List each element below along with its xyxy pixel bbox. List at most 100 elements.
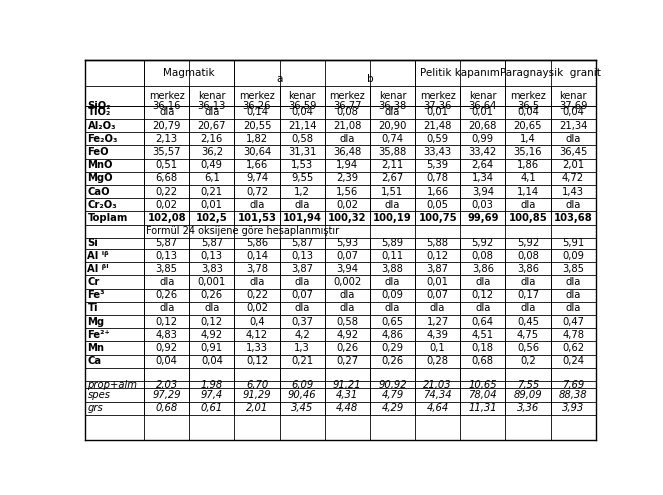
Text: 0,18: 0,18 [472, 343, 494, 353]
Text: Fe₂O₃: Fe₂O₃ [88, 134, 118, 144]
Text: b: b [367, 74, 373, 84]
Text: 0,78: 0,78 [426, 173, 449, 184]
Text: 0,58: 0,58 [291, 134, 313, 144]
Text: 5,39: 5,39 [426, 160, 449, 170]
Text: 91,21: 91,21 [333, 380, 361, 390]
Text: 3,86: 3,86 [517, 264, 539, 274]
Text: dla: dla [249, 200, 265, 210]
Text: 0,64: 0,64 [472, 317, 494, 327]
Text: dla: dla [520, 200, 536, 210]
Text: dla: dla [566, 303, 581, 313]
Text: dla: dla [249, 277, 265, 287]
Text: Fe²⁺: Fe²⁺ [88, 330, 110, 340]
Text: 0,22: 0,22 [156, 187, 178, 197]
Text: 5,89: 5,89 [381, 239, 404, 248]
Text: 4,2: 4,2 [294, 330, 310, 340]
Text: 3,78: 3,78 [246, 264, 268, 274]
Text: 2,01: 2,01 [562, 160, 584, 170]
Text: Paragnaysik  granit: Paragnaysik granit [500, 68, 601, 78]
Text: 3,45: 3,45 [291, 403, 314, 413]
Text: 4,92: 4,92 [336, 330, 359, 340]
Text: 0,21: 0,21 [201, 187, 223, 197]
Text: dla: dla [566, 277, 581, 287]
Text: CaO: CaO [88, 187, 110, 197]
Text: Ca: Ca [88, 356, 101, 366]
Text: 100,85: 100,85 [509, 213, 548, 223]
Text: 0,14: 0,14 [246, 250, 268, 261]
Text: dla: dla [339, 303, 355, 313]
Text: 0,01: 0,01 [201, 200, 223, 210]
Text: Ti: Ti [88, 303, 98, 313]
Text: 0,92: 0,92 [156, 343, 178, 353]
Text: 0,002: 0,002 [333, 277, 361, 287]
Text: MgO: MgO [88, 173, 113, 184]
Text: 4,79: 4,79 [381, 390, 404, 400]
Text: kenar: kenar [198, 91, 225, 101]
Text: 4,31: 4,31 [336, 390, 359, 400]
Text: 6,70: 6,70 [246, 380, 268, 390]
Text: 74,34: 74,34 [423, 390, 452, 400]
Text: 0,59: 0,59 [426, 134, 449, 144]
Text: merkez: merkez [510, 91, 546, 101]
Text: 2,16: 2,16 [201, 134, 223, 144]
Text: 0,02: 0,02 [156, 200, 178, 210]
Text: Formül 24 oksijene göre hesaplanmıştır: Formül 24 oksijene göre hesaplanmıştır [146, 226, 339, 236]
Text: kenar: kenar [288, 91, 316, 101]
Text: 0,28: 0,28 [426, 356, 449, 366]
Text: 0,03: 0,03 [472, 200, 494, 210]
Text: 4,29: 4,29 [381, 403, 404, 413]
Text: 1,43: 1,43 [562, 187, 584, 197]
Text: 90,46: 90,46 [288, 390, 316, 400]
Text: 0,22: 0,22 [246, 290, 268, 300]
Text: a: a [276, 74, 283, 84]
Text: 2,13: 2,13 [156, 134, 178, 144]
Text: dla: dla [204, 303, 219, 313]
Text: dla: dla [566, 200, 581, 210]
Text: 4,83: 4,83 [156, 330, 178, 340]
Text: 1,51: 1,51 [381, 187, 404, 197]
Text: dla: dla [475, 277, 491, 287]
Text: 21,34: 21,34 [559, 121, 587, 131]
Text: dla: dla [430, 303, 446, 313]
Text: 1,34: 1,34 [472, 173, 494, 184]
Text: 1,33: 1,33 [246, 343, 268, 353]
Text: 36,59: 36,59 [288, 101, 316, 111]
Text: 9,74: 9,74 [246, 173, 268, 184]
Text: 101,94: 101,94 [282, 213, 322, 223]
Text: TiO₂: TiO₂ [88, 107, 111, 117]
Text: 0,21: 0,21 [291, 356, 313, 366]
Text: 3,87: 3,87 [426, 264, 449, 274]
Text: 4,64: 4,64 [426, 403, 449, 413]
Text: 7,69: 7,69 [562, 380, 584, 390]
Text: 0,12: 0,12 [471, 290, 494, 300]
Text: 103,68: 103,68 [554, 213, 593, 223]
Text: 0,27: 0,27 [336, 356, 359, 366]
Text: 101,53: 101,53 [237, 213, 276, 223]
Text: 0,13: 0,13 [201, 250, 223, 261]
Text: 0,14: 0,14 [246, 107, 268, 117]
Text: 0,13: 0,13 [291, 250, 313, 261]
Text: 1,66: 1,66 [426, 187, 449, 197]
Text: 97,29: 97,29 [152, 390, 181, 400]
Text: 20,90: 20,90 [379, 121, 406, 131]
Text: 36,48: 36,48 [333, 147, 361, 157]
Text: 0,26: 0,26 [336, 343, 359, 353]
Text: 11,31: 11,31 [469, 403, 497, 413]
Text: 36,26: 36,26 [243, 101, 271, 111]
Text: 21,03: 21,03 [423, 380, 452, 390]
Text: 1,2: 1,2 [294, 187, 310, 197]
Text: 91,29: 91,29 [243, 390, 271, 400]
Text: 20,55: 20,55 [243, 121, 271, 131]
Text: 6,09: 6,09 [291, 380, 314, 390]
Text: 0,04: 0,04 [156, 356, 178, 366]
Text: 1,56: 1,56 [336, 187, 359, 197]
Text: 30,64: 30,64 [243, 147, 271, 157]
Text: dla: dla [475, 303, 491, 313]
Text: 90,92: 90,92 [378, 380, 407, 390]
Text: 6,68: 6,68 [156, 173, 178, 184]
Text: 3,88: 3,88 [381, 264, 403, 274]
Text: 3,94: 3,94 [336, 264, 358, 274]
Text: 20,67: 20,67 [198, 121, 226, 131]
Text: 0,04: 0,04 [201, 356, 223, 366]
Text: dla: dla [520, 277, 536, 287]
